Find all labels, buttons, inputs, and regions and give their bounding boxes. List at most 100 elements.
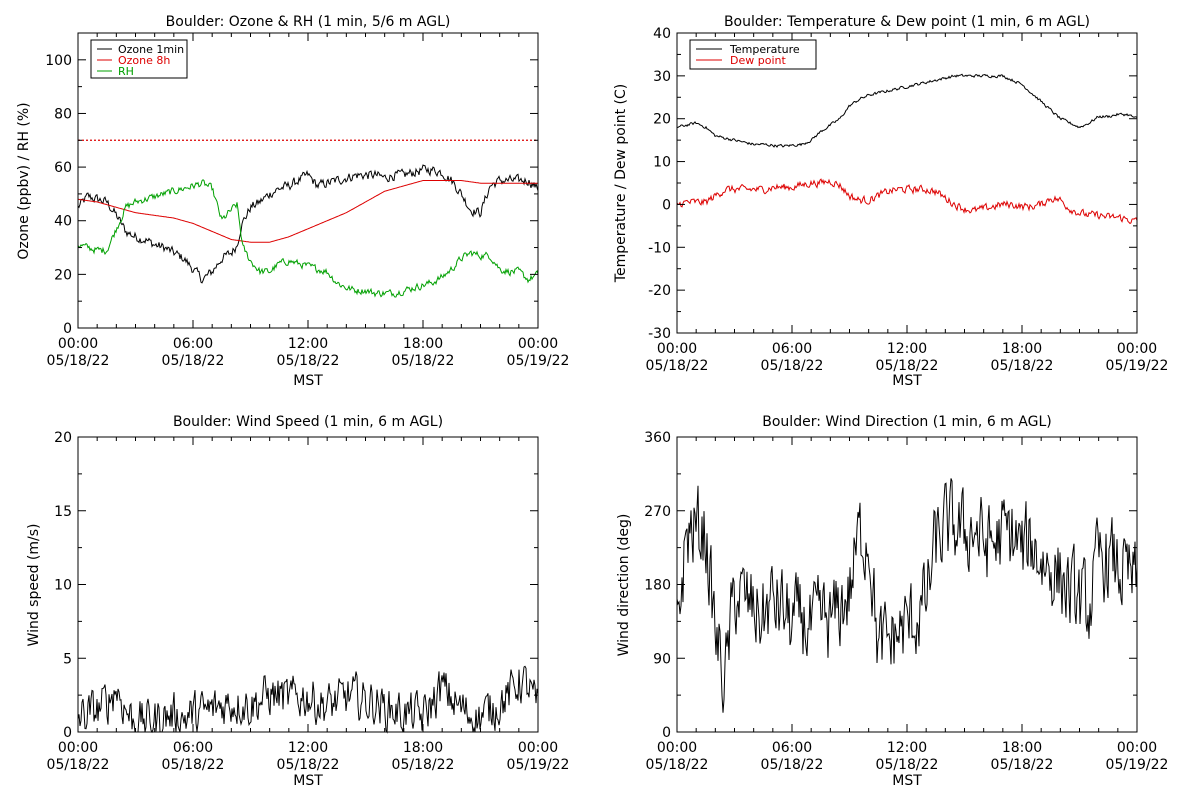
x-tick-date: 05/18/22 <box>991 757 1054 773</box>
series-line-0 <box>676 478 1138 713</box>
y-tick-label: 100 <box>45 53 72 69</box>
x-tick-date: 05/18/22 <box>646 757 709 773</box>
chart-title: Boulder: Temperature & Dew point (1 min,… <box>724 14 1090 30</box>
x-tick-date: 05/18/22 <box>761 757 824 773</box>
x-axis-label: MST <box>892 773 922 789</box>
x-tick-date: 05/18/22 <box>47 353 110 369</box>
series-line-1 <box>77 180 538 243</box>
legend-box <box>90 39 188 79</box>
x-tick-time: 06:00 <box>173 336 213 352</box>
x-tick-date: 05/18/22 <box>162 757 225 773</box>
x-tick-time: 18:00 <box>403 336 443 352</box>
series-line-0 <box>77 665 539 734</box>
x-tick-time: 18:00 <box>1002 341 1042 357</box>
chart-title: Boulder: Wind Direction (1 min, 6 m AGL) <box>762 414 1051 430</box>
y-axis-label: Wind direction (deg) <box>616 514 632 657</box>
x-tick-date: 05/18/22 <box>876 757 939 773</box>
x-tick-time: 06:00 <box>772 740 812 756</box>
y-tick-label: 20 <box>653 112 671 128</box>
x-tick-date: 05/18/22 <box>392 353 455 369</box>
x-tick-time: 06:00 <box>772 341 812 357</box>
plot-frame <box>77 436 539 733</box>
x-tick-time: 00:00 <box>518 740 558 756</box>
x-tick-time: 00:00 <box>657 341 697 357</box>
x-tick-time: 12:00 <box>887 740 927 756</box>
legend: Ozone 1min Ozone 8h RH <box>90 39 188 79</box>
y-tick-label: 15 <box>54 504 72 520</box>
x-tick-time: 00:00 <box>58 336 98 352</box>
x-tick-date: 05/18/22 <box>277 757 340 773</box>
plot-frame <box>676 436 1138 733</box>
y-tick-label: 20 <box>54 267 72 283</box>
plot-lines <box>676 478 1138 713</box>
y-tick-label: 30 <box>653 69 671 85</box>
y-axis-label: Temperature / Dew point (C) <box>613 84 629 283</box>
axis-ticks: 09018027036000:0005/18/2206:0005/18/2212… <box>644 430 1168 773</box>
series-line-1 <box>676 178 1138 225</box>
y-tick-label: 60 <box>54 160 72 176</box>
axis-ticks: 02040608010000:0005/18/2206:0005/18/2212… <box>45 33 569 369</box>
x-tick-date: 05/18/22 <box>47 757 110 773</box>
y-tick-label: 40 <box>653 26 671 42</box>
x-tick-time: 00:00 <box>1117 740 1157 756</box>
legend-temperature: Temperature <box>729 43 800 56</box>
x-tick-date: 05/18/22 <box>761 358 824 374</box>
chart-title: Boulder: Wind Speed (1 min, 6 m AGL) <box>173 414 443 430</box>
chart-title: Boulder: Ozone & RH (1 min, 5/6 m AGL) <box>166 14 451 30</box>
legend-dew-point: Dew point <box>730 54 786 67</box>
y-tick-label: 270 <box>644 504 671 520</box>
legend-ozone-8h: Ozone 8h <box>118 54 170 67</box>
x-tick-date: 05/19/22 <box>1106 358 1169 374</box>
y-tick-label: 360 <box>644 430 671 446</box>
legend-rh: RH <box>118 65 134 78</box>
y-tick-label: 40 <box>54 214 72 230</box>
x-tick-time: 00:00 <box>58 740 98 756</box>
x-axis-label: MST <box>293 373 323 389</box>
panel-ozone-rh: Boulder: Ozone & RH (1 min, 5/6 m AGL) 0… <box>16 14 569 389</box>
plot-frame <box>676 32 1138 334</box>
x-tick-time: 18:00 <box>403 740 443 756</box>
plot-lines <box>77 665 539 734</box>
series-line-0 <box>77 164 539 284</box>
y-tick-label: 10 <box>54 578 72 594</box>
x-tick-time: 06:00 <box>173 740 213 756</box>
legend: Temperature Dew point <box>689 39 817 70</box>
x-tick-time: 18:00 <box>1002 740 1042 756</box>
x-axis-label: MST <box>892 373 922 389</box>
y-tick-label: -20 <box>648 283 671 299</box>
y-tick-label: 80 <box>54 106 72 122</box>
plot-lines <box>676 73 1138 225</box>
x-tick-time: 12:00 <box>887 341 927 357</box>
x-tick-date: 05/18/22 <box>392 757 455 773</box>
x-tick-date: 05/18/22 <box>876 358 939 374</box>
x-tick-time: 00:00 <box>657 740 697 756</box>
panel-temperature-dewpoint: Boulder: Temperature & Dew point (1 min,… <box>613 14 1168 389</box>
x-tick-date: 05/18/22 <box>991 358 1054 374</box>
y-tick-label: 0 <box>662 197 671 213</box>
axis-ticks: 0510152000:0005/18/2206:0005/18/2212:000… <box>47 430 570 773</box>
panel-wind-speed: Boulder: Wind Speed (1 min, 6 m AGL) 0 5 1… <box>26 414 569 789</box>
x-tick-date: 05/19/22 <box>1106 757 1169 773</box>
x-tick-date: 05/18/22 <box>162 353 225 369</box>
y-tick-label: 5 <box>63 651 72 667</box>
legend-ozone-1min: Ozone 1min <box>118 43 184 56</box>
x-tick-time: 00:00 <box>1117 341 1157 357</box>
y-tick-label: 0 <box>63 725 72 741</box>
y-tick-label: 20 <box>54 430 72 446</box>
x-axis-label: MST <box>293 773 323 789</box>
y-tick-label: 10 <box>653 155 671 171</box>
y-tick-label: -30 <box>648 326 671 342</box>
plot-lines <box>77 139 539 298</box>
axis-ticks: -30-20-1001020304000:0005/18/2206:0005/1… <box>646 26 1169 374</box>
x-tick-time: 12:00 <box>288 336 328 352</box>
x-tick-date: 05/18/22 <box>646 358 709 374</box>
y-axis-label: Ozone (ppbv) / RH (%) <box>16 102 32 259</box>
y-tick-label: 180 <box>644 578 671 594</box>
x-tick-time: 12:00 <box>288 740 328 756</box>
legend-box <box>689 39 817 70</box>
x-tick-date: 05/18/22 <box>277 353 340 369</box>
x-tick-date: 05/19/22 <box>507 757 570 773</box>
x-tick-date: 05/19/22 <box>507 353 570 369</box>
y-axis-label: Wind speed (m/s) <box>26 524 42 647</box>
